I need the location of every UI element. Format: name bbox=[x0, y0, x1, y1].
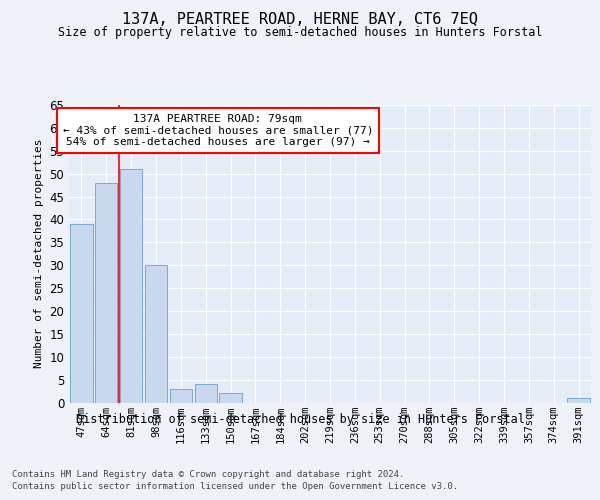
Text: Contains public sector information licensed under the Open Government Licence v3: Contains public sector information licen… bbox=[12, 482, 458, 491]
Y-axis label: Number of semi-detached properties: Number of semi-detached properties bbox=[34, 139, 44, 368]
Text: Size of property relative to semi-detached houses in Hunters Forstal: Size of property relative to semi-detach… bbox=[58, 26, 542, 39]
Bar bbox=[568, 398, 590, 402]
Bar bbox=[170, 389, 192, 402]
Bar bbox=[220, 394, 242, 402]
Bar bbox=[145, 265, 167, 402]
Bar bbox=[70, 224, 92, 402]
Text: 137A PEARTREE ROAD: 79sqm
← 43% of semi-detached houses are smaller (77)
54% of : 137A PEARTREE ROAD: 79sqm ← 43% of semi-… bbox=[62, 114, 373, 147]
Text: Distribution of semi-detached houses by size in Hunters Forstal: Distribution of semi-detached houses by … bbox=[76, 412, 524, 426]
Text: 137A, PEARTREE ROAD, HERNE BAY, CT6 7EQ: 137A, PEARTREE ROAD, HERNE BAY, CT6 7EQ bbox=[122, 12, 478, 28]
Bar bbox=[120, 169, 142, 402]
Text: Contains HM Land Registry data © Crown copyright and database right 2024.: Contains HM Land Registry data © Crown c… bbox=[12, 470, 404, 479]
Bar bbox=[194, 384, 217, 402]
Bar bbox=[95, 183, 118, 402]
